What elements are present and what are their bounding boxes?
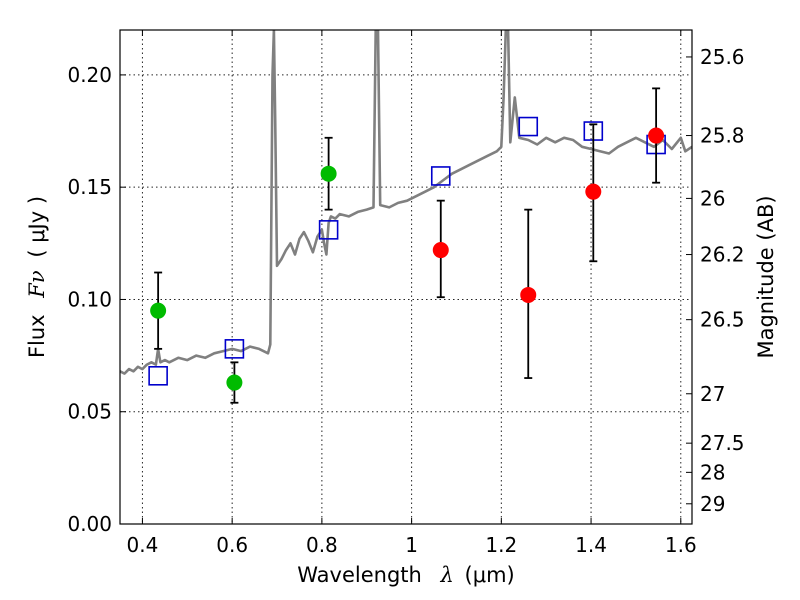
observed-point xyxy=(520,286,537,303)
y-axis-label-text: Flux xyxy=(25,314,49,358)
observed-point xyxy=(585,183,602,200)
observed-point xyxy=(150,302,167,319)
plot-frame xyxy=(119,29,693,525)
right-axis-label: Magnitude (AB) xyxy=(754,195,778,358)
right-tick-label: 26 xyxy=(700,186,725,210)
model-photometry-marker xyxy=(224,339,245,359)
x-axis-label-units: (μm) xyxy=(465,563,515,587)
observed-point xyxy=(320,165,337,182)
y-tick-label: 0.00 xyxy=(67,512,112,536)
x-axis-label: Wavelength λ (μm) xyxy=(297,563,514,587)
x-tick-label: 0.6 xyxy=(216,533,248,557)
x-tick-label: 1.4 xyxy=(575,533,607,557)
x-tick-label: 1.2 xyxy=(485,533,517,557)
right-tick-label: 29 xyxy=(700,492,725,516)
x-tick-label: 0.8 xyxy=(306,533,338,557)
plot-area xyxy=(120,30,692,404)
y-axis-label: Flux Fν ( μJy ) xyxy=(25,196,49,358)
model-photometry-marker xyxy=(518,116,539,137)
y-tick-label: 0.05 xyxy=(67,400,112,424)
y-tick-label: 0.10 xyxy=(67,287,112,311)
x-axis-label-text: Wavelength xyxy=(297,563,422,587)
right-tick-label: 27 xyxy=(700,382,725,406)
grid-lines xyxy=(120,30,692,525)
y-axis-label-units: ( μJy ) xyxy=(25,196,49,258)
x-tick-label: 0.4 xyxy=(127,533,159,557)
right-tick-label: 25.6 xyxy=(700,45,745,69)
right-tick-label: 28 xyxy=(700,460,725,484)
observed-point xyxy=(648,127,665,144)
x-tick-label: 1 xyxy=(405,533,418,557)
y-tick-label: 0.20 xyxy=(67,63,112,87)
x-axis-label-symbol: λ xyxy=(440,563,454,587)
model-photometry-marker xyxy=(148,365,168,386)
spectrum-line xyxy=(120,30,692,375)
right-tick-label: 26.2 xyxy=(700,243,745,267)
right-tick-label: 27.5 xyxy=(700,431,745,455)
y-axis-label-symbol: Fν xyxy=(25,270,49,299)
model-photometry-marker xyxy=(430,166,451,186)
right-tick-label: 25.8 xyxy=(700,124,745,148)
observed-point xyxy=(432,242,449,259)
x-tick-label: 1.6 xyxy=(665,533,697,557)
y-tick-label: 0.15 xyxy=(67,175,112,199)
axis-ticks: 0.4 0.6 0.8 1 1.2 1.4 1.6 0.00 0.05 0.10 0.15 0.20 2… xyxy=(67,30,745,557)
model-photometry-marker xyxy=(318,220,339,240)
right-tick-label: 26.5 xyxy=(700,308,745,332)
observed-point xyxy=(226,374,243,391)
